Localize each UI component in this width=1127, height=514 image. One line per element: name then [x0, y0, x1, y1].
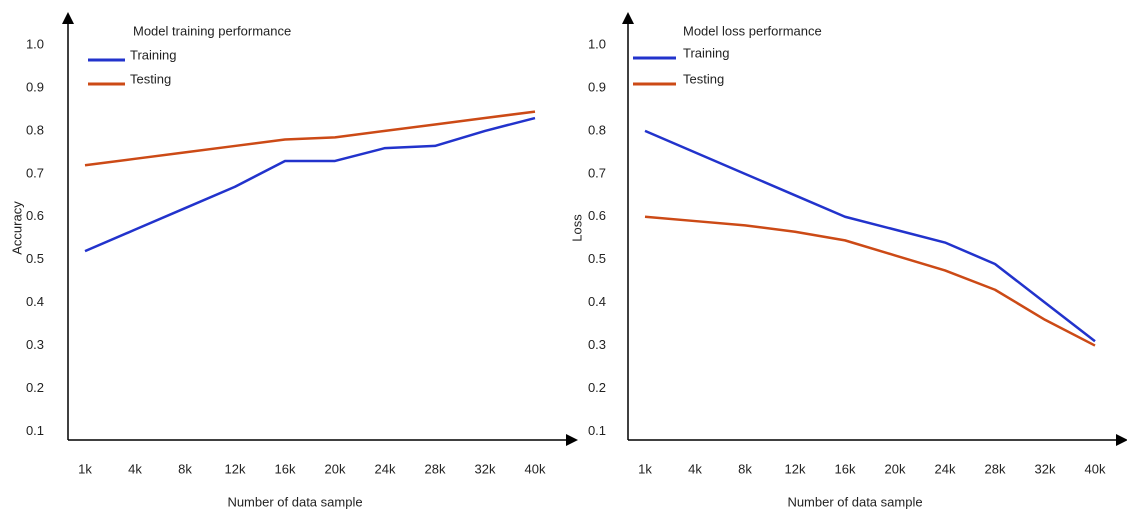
- legend-label: Testing: [683, 71, 724, 86]
- legend-label: Training: [130, 47, 176, 62]
- y-tick-label: 0.4: [588, 294, 606, 309]
- y-tick-label: 0.7: [588, 165, 606, 180]
- x-tick-label: 8k: [178, 461, 192, 476]
- y-tick-label: 0.3: [588, 337, 606, 352]
- chart: 0.1 0.2 0.3 0.4 0.5 0.6 0.7 0.8 0.9 1.0 1k 4k 8k 12k 1…: [569, 12, 1127, 509]
- y-tick-label: 0.2: [26, 380, 44, 395]
- y-axis-label: Loss: [569, 214, 584, 242]
- y-tick-label: 1.0: [26, 36, 44, 51]
- y-axis-label: Accuracy: [9, 201, 24, 255]
- series-line: [644, 129, 1096, 343]
- series-line: [84, 110, 536, 167]
- y-tick-label: 0.2: [588, 380, 606, 395]
- x-tick-label: 16k: [835, 461, 856, 476]
- legend-label: Training: [683, 45, 729, 60]
- y-tick-label: 0.9: [588, 79, 606, 94]
- y-tick-label: 0.5: [26, 251, 44, 266]
- y-tick-label: 0.6: [26, 208, 44, 223]
- x-tick-label: 32k: [475, 461, 496, 476]
- chart: 0.1 0.2 0.3 0.4 0.5 0.6 0.7 0.8 0.9 1.0 1k 4k 8k 12k 1…: [9, 12, 578, 509]
- y-tick-label: 0.4: [26, 294, 44, 309]
- series-line: [644, 215, 1096, 347]
- y-tick-label: 0.8: [588, 122, 606, 137]
- y-tick-label: 0.9: [26, 79, 44, 94]
- y-tick-label: 1.0: [588, 36, 606, 51]
- x-tick-label: 24k: [375, 461, 396, 476]
- y-tick-label: 0.5: [588, 251, 606, 266]
- y-tick-label: 0.1: [588, 423, 606, 438]
- legend-label: Testing: [130, 71, 171, 86]
- x-axis-label: Number of data sample: [787, 494, 922, 509]
- y-tick-label: 0.6: [588, 208, 606, 223]
- series-line: [84, 116, 536, 253]
- x-tick-label: 4k: [128, 461, 142, 476]
- y-tick-label: 0.1: [26, 423, 44, 438]
- x-tick-label: 12k: [225, 461, 246, 476]
- x-tick-label: 12k: [785, 461, 806, 476]
- x-tick-label: 1k: [78, 461, 92, 476]
- x-tick-label: 16k: [275, 461, 296, 476]
- y-tick-label: 0.3: [26, 337, 44, 352]
- x-tick-label: 40k: [1085, 461, 1106, 476]
- x-tick-label: 40k: [525, 461, 546, 476]
- x-axis-label: Number of data sample: [227, 494, 362, 509]
- chart-title: Model loss performance: [683, 23, 822, 38]
- y-tick-label: 0.7: [26, 165, 44, 180]
- x-tick-label: 32k: [1035, 461, 1056, 476]
- x-tick-label: 24k: [935, 461, 956, 476]
- chart-title: Model training performance: [133, 23, 291, 38]
- x-tick-label: 20k: [885, 461, 906, 476]
- x-tick-label: 8k: [738, 461, 752, 476]
- x-tick-label: 4k: [688, 461, 702, 476]
- x-tick-label: 20k: [325, 461, 346, 476]
- y-tick-label: 0.8: [26, 122, 44, 137]
- x-tick-label: 28k: [985, 461, 1006, 476]
- x-tick-label: 28k: [425, 461, 446, 476]
- x-tick-label: 1k: [638, 461, 652, 476]
